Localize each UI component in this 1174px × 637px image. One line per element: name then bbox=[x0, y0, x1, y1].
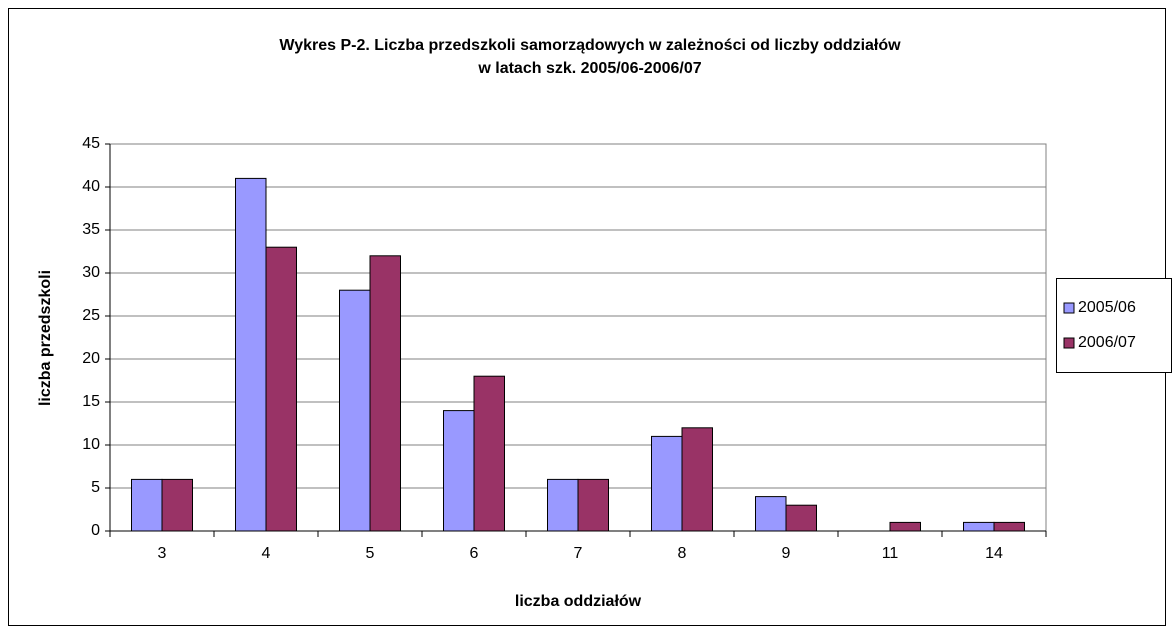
y-tick-label: 35 bbox=[82, 221, 100, 238]
legend-box bbox=[1056, 278, 1172, 373]
bar bbox=[963, 521, 995, 532]
chart-title: w latach szk. 2005/06-2006/07 bbox=[477, 60, 701, 77]
legend-swatch bbox=[1063, 302, 1075, 314]
bar bbox=[339, 289, 371, 532]
x-tick-label: 5 bbox=[366, 545, 375, 562]
bar bbox=[235, 177, 267, 532]
bar bbox=[473, 375, 505, 532]
x-tick-label: 9 bbox=[782, 545, 791, 562]
x-tick-label: 8 bbox=[678, 545, 687, 562]
x-tick-label: 7 bbox=[574, 545, 583, 562]
bar bbox=[681, 427, 713, 532]
x-tick-label: 4 bbox=[262, 545, 271, 562]
y-tick-label: 10 bbox=[82, 436, 100, 453]
bar bbox=[443, 410, 475, 532]
y-tick-label: 5 bbox=[91, 479, 100, 496]
bar bbox=[785, 504, 817, 532]
y-tick-label: 20 bbox=[82, 350, 100, 367]
x-tick-label: 11 bbox=[882, 545, 899, 562]
bar bbox=[755, 496, 787, 532]
x-tick-label: 3 bbox=[158, 545, 167, 562]
bar bbox=[369, 255, 401, 532]
chart-title: Wykres P-2. Liczba przedszkoli samorządo… bbox=[279, 37, 901, 54]
x-tick-label: 6 bbox=[470, 545, 479, 562]
bar bbox=[265, 246, 297, 532]
bar bbox=[577, 478, 609, 532]
y-tick-label: 0 bbox=[91, 522, 100, 539]
y-axis-label: liczba przedszkoli bbox=[37, 270, 54, 406]
y-tick-label: 25 bbox=[82, 307, 100, 324]
y-tick-label: 45 bbox=[82, 135, 100, 152]
y-tick-label: 40 bbox=[82, 178, 100, 195]
bar bbox=[131, 478, 163, 532]
bar bbox=[161, 478, 193, 532]
bar bbox=[889, 521, 921, 532]
x-tick-label: 14 bbox=[985, 545, 1003, 562]
bar bbox=[547, 478, 579, 532]
y-tick-label: 30 bbox=[82, 264, 100, 281]
legend-swatch bbox=[1063, 337, 1075, 349]
x-axis-label: liczba oddziałów bbox=[515, 593, 642, 610]
bar bbox=[651, 435, 683, 532]
y-tick-label: 15 bbox=[82, 393, 100, 410]
legend-label: 2006/07 bbox=[1078, 334, 1136, 351]
bar bbox=[993, 521, 1025, 532]
legend-label: 2005/06 bbox=[1078, 299, 1136, 316]
